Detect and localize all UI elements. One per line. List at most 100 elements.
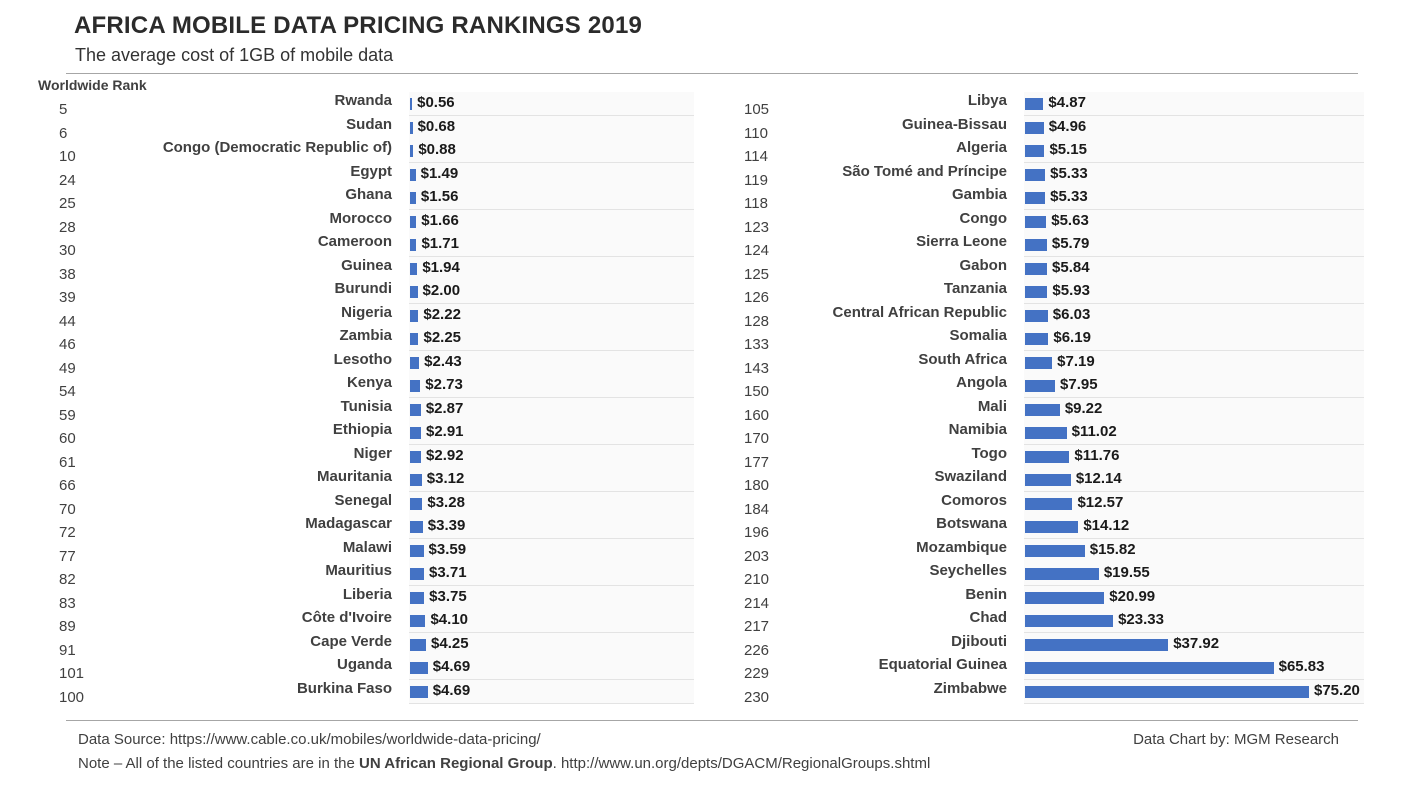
- price-bar: [1025, 309, 1048, 322]
- price-bar: [410, 145, 414, 157]
- price-label: $20.99: [1109, 587, 1156, 605]
- top-divider: [66, 73, 1358, 74]
- country-label: Comoros: [941, 491, 1007, 509]
- price-bar: [1025, 521, 1079, 533]
- worldwide-rank: 38: [59, 265, 76, 283]
- price-bar: [410, 497, 423, 510]
- row-gridline: [409, 209, 694, 234]
- worldwide-rank: 124: [744, 242, 770, 259]
- price-bar: [1025, 98, 1044, 110]
- worldwide-rank: 230: [744, 688, 770, 706]
- country-label: Chad: [969, 609, 1008, 626]
- data-source-note: Data Source: https://www.cable.co.uk/mob…: [78, 731, 541, 748]
- country-label: Mali: [977, 397, 1007, 415]
- price-label: $75.20: [1314, 681, 1360, 699]
- price-bar: [1025, 638, 1169, 651]
- price-label: $1.56: [420, 188, 459, 205]
- worldwide-rank: 150: [744, 383, 770, 400]
- price-bar: [410, 98, 413, 110]
- country-label: São Tomé and Príncipe: [842, 162, 1007, 180]
- country-label: Mauritius: [325, 562, 392, 579]
- price-label: $5.33: [1050, 164, 1088, 182]
- bar-row: 123 Congo $5.63: [730, 209, 1370, 236]
- price-bar: [1025, 380, 1056, 392]
- price-label: $37.92: [1173, 634, 1220, 652]
- country-label: Uganda: [336, 656, 392, 673]
- price-bar: [1025, 450, 1070, 463]
- country-label: Niger: [353, 444, 392, 462]
- country-label: Guinea-Bissau: [901, 115, 1007, 133]
- price-bar: [410, 215, 417, 228]
- price-label: $4.25: [431, 634, 469, 652]
- price-label: $5.79: [1051, 235, 1090, 252]
- row-gridline: [1024, 139, 1364, 163]
- price-bar: [1025, 497, 1073, 510]
- row-gridline: [1024, 327, 1364, 351]
- bar-row: 25 Ghana $1.56: [40, 186, 694, 212]
- price-label: $5.33: [1050, 188, 1088, 205]
- bar-row: 119 São Tomé and Príncipe $5.33: [730, 162, 1370, 189]
- worldwide-rank: 210: [744, 571, 770, 588]
- price-label: $2.92: [426, 446, 464, 464]
- bar-row: 128 Central African Republic $6.03: [730, 303, 1370, 330]
- bar-row: 124 Sierra Leone $5.79: [730, 233, 1370, 259]
- bar-row: 10 Congo (Democratic Republic of) $0.88: [40, 139, 694, 165]
- bar-row: 100 Burkina Faso $4.69: [40, 679, 694, 706]
- worldwide-rank: 59: [59, 406, 76, 424]
- bar-row: 66 Mauritania $3.12: [40, 468, 694, 494]
- price-bar: [1025, 662, 1274, 674]
- price-label: $5.15: [1049, 141, 1087, 158]
- price-label: $4.69: [432, 681, 471, 699]
- country-label: Egypt: [350, 162, 392, 180]
- price-label: $11.02: [1071, 423, 1117, 440]
- bottom-divider: [66, 720, 1358, 721]
- price-bar: [410, 521, 423, 533]
- country-label: Liberia: [342, 585, 392, 603]
- worldwide-rank: 66: [59, 477, 76, 494]
- chart-subtitle: The average cost of 1GB of mobile data: [75, 45, 394, 65]
- row-gridline: [409, 303, 694, 328]
- bar-row: 214 Benin $20.99: [730, 585, 1370, 612]
- price-bar: [1025, 403, 1060, 416]
- worldwide-rank: 226: [744, 641, 770, 659]
- bar-row: 30 Cameroon $1.71: [40, 233, 694, 259]
- worldwide-rank: 180: [744, 477, 770, 494]
- price-label: $5.63: [1051, 211, 1089, 229]
- bar-row: 180 Swaziland $12.14: [730, 468, 1370, 494]
- country-label: Swaziland: [934, 468, 1007, 485]
- worldwide-rank: 6: [59, 124, 68, 142]
- price-bar: [410, 121, 413, 134]
- country-label: Ethiopia: [332, 421, 392, 438]
- price-label: $6.19: [1053, 329, 1091, 346]
- bar-row: 170 Namibia $11.02: [730, 421, 1370, 447]
- country-label: Sudan: [346, 115, 392, 133]
- price-bar: [1025, 121, 1044, 134]
- worldwide-rank: 83: [59, 594, 76, 612]
- price-bar: [410, 286, 418, 298]
- country-label: Sierra Leone: [916, 233, 1007, 250]
- worldwide-rank: 105: [744, 101, 770, 118]
- price-label: $23.33: [1118, 611, 1164, 628]
- worldwide-rank: 5: [59, 101, 68, 118]
- worldwide-rank: 170: [744, 430, 770, 447]
- country-label: Nigeria: [341, 303, 392, 321]
- worldwide-rank: 46: [59, 336, 76, 353]
- country-label: South Africa: [918, 350, 1007, 368]
- price-label: $4.10: [430, 611, 469, 628]
- worldwide-rank: 123: [744, 218, 770, 236]
- bar-row: 44 Nigeria $2.22: [40, 303, 694, 330]
- price-label: $12.14: [1075, 470, 1122, 487]
- bar-row: 77 Malawi $3.59: [40, 538, 694, 565]
- country-label: Gabon: [959, 256, 1008, 274]
- country-label: Madagascar: [305, 515, 392, 532]
- bar-row: 133 Somalia $6.19: [730, 327, 1370, 353]
- worldwide-rank: 54: [59, 383, 76, 400]
- row-gridline: [409, 233, 694, 257]
- bar-row: 105 Libya $4.87: [730, 92, 1370, 118]
- bar-row: 126 Tanzania $5.93: [730, 280, 1370, 306]
- price-bar: [1025, 215, 1047, 228]
- worldwide-rank: 72: [59, 524, 76, 541]
- rank-column-header: Worldwide Rank: [38, 77, 147, 93]
- price-label: $15.82: [1089, 540, 1136, 558]
- bar-row: 210 Seychelles $19.55: [730, 562, 1370, 588]
